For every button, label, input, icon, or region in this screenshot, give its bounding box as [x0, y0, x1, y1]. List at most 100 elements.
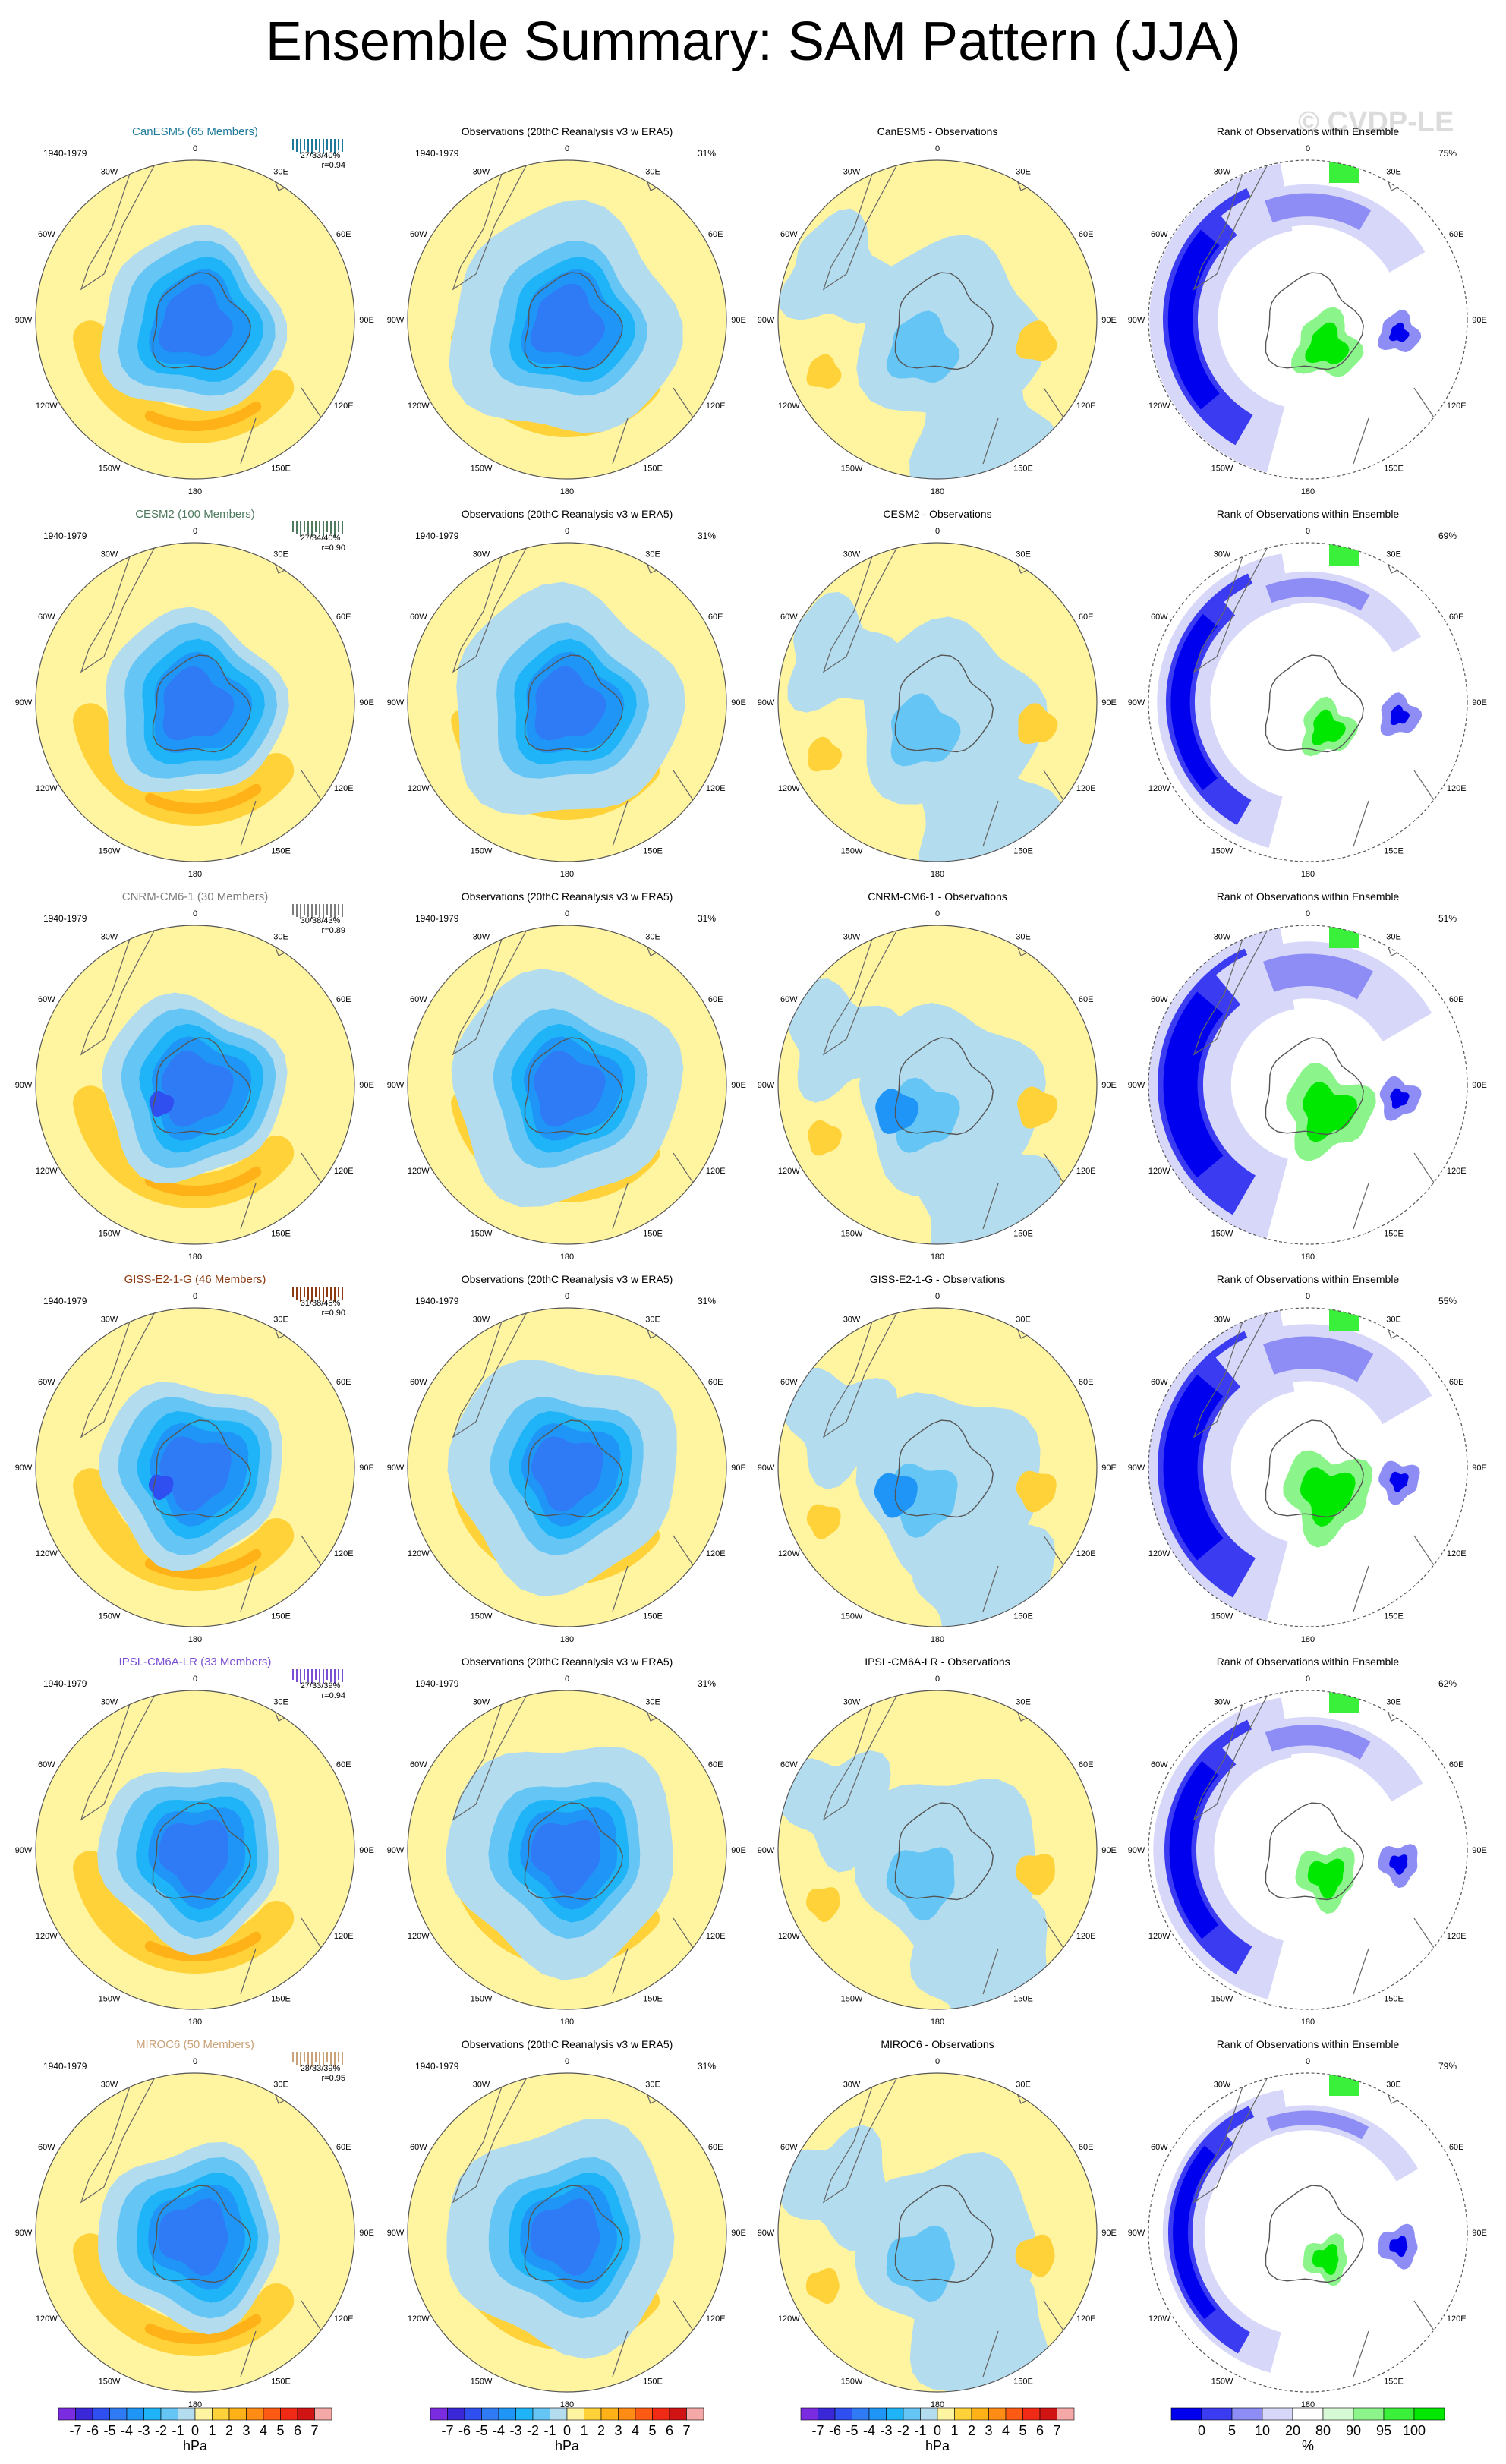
rank-pct: 69%: [1438, 531, 1457, 541]
panel-difference: CanESM5 - Observations 0 30E 60E 90E 120E 150E…: [758, 125, 1117, 496]
row-miroc6: MIROC6 (50 Members) 1940-1979 28/33/39%r=0…: [15, 2038, 1487, 2409]
lon-label: 180: [560, 2018, 574, 2027]
variance-stats: 31/38/45%: [301, 1299, 341, 1308]
lon-label: 90W: [15, 1846, 33, 1855]
lon-label: 30W: [473, 1315, 490, 1324]
lon-label: 150E: [1013, 1995, 1033, 2004]
colorbar-swatch: [988, 2407, 1007, 2421]
lon-label: 60W: [1151, 1760, 1168, 1769]
lon-label: 90E: [731, 1464, 746, 1473]
lon-label: 150E: [643, 847, 663, 856]
colorbar-label: 7: [682, 2423, 690, 2438]
lon-label: 120W: [408, 1167, 430, 1176]
variance-stats: 27/34/40%: [301, 534, 341, 543]
colorbar-label: -2: [527, 2423, 539, 2438]
lon-label: 150W: [471, 1230, 493, 1239]
lon-label: 90W: [387, 316, 405, 325]
obs-title: Observations (20thC Reanalysis v3 w ERA5…: [462, 2038, 673, 2050]
colorbar-swatch: [566, 2407, 584, 2421]
colorbar-units: hPa: [555, 2438, 580, 2453]
lon-label: 60E: [336, 613, 351, 622]
colorbar-label: -3: [509, 2423, 521, 2438]
rank-title: Rank of Observations within Ensemble: [1217, 1656, 1400, 1668]
panel-model: CNRM-CM6-1 (30 Members) 1940-1979 30/38/43…: [15, 890, 374, 1262]
lon-label: 60E: [1449, 1378, 1464, 1387]
obs-title: Observations (20thC Reanalysis v3 w ERA5…: [462, 1273, 673, 1285]
colorbar-swatch: [550, 2407, 568, 2421]
colorbar-swatch: [246, 2407, 264, 2421]
colorbar-label: 2: [597, 2423, 605, 2438]
lon-label: 30W: [843, 167, 861, 176]
lon-label: 30W: [1214, 550, 1231, 559]
variance-stats: 30/38/43%: [301, 916, 341, 925]
colorbar-swatch: [1353, 2407, 1385, 2421]
map-border: [777, 1307, 1098, 1627]
lon-label: 30E: [1386, 1697, 1401, 1706]
colorbar-swatch: [1039, 2407, 1057, 2421]
lon-label: 90E: [1101, 698, 1117, 707]
colorbar-label: 3: [614, 2423, 622, 2438]
pattern-correlation: r=0.94: [322, 161, 346, 170]
obs-pct: 31%: [698, 531, 716, 541]
lon-label: 30W: [101, 550, 118, 559]
lon-label: 180: [560, 2400, 574, 2409]
colorbar-swatch: [971, 2407, 989, 2421]
lon-label: 120E: [334, 1932, 354, 1941]
map-border: [777, 542, 1098, 862]
obs-pct: 31%: [698, 913, 716, 924]
lon-label: 90E: [1101, 1846, 1117, 1855]
lon-label: 180: [931, 1635, 944, 1644]
lon-label: 120E: [334, 402, 354, 411]
lon-label: 120W: [408, 1932, 430, 1941]
lon-label: 90W: [15, 698, 33, 707]
lon-label: 150W: [1211, 847, 1233, 856]
colorbar-label: 0: [934, 2423, 941, 2438]
lon-label: 120E: [334, 784, 354, 793]
colorbar-swatch: [584, 2407, 602, 2421]
lon-label: 180: [931, 1252, 944, 1262]
colorbar-swatch: [212, 2407, 230, 2421]
lon-label: 60E: [336, 1378, 351, 1387]
colorbar-label: 5: [1019, 2423, 1026, 2438]
colorbar-swatch: [852, 2407, 870, 2421]
lon-label: 30E: [645, 550, 660, 559]
lon-label: 90W: [758, 1081, 775, 1090]
lon-label: 150E: [1384, 847, 1404, 856]
lon-label: 150W: [99, 1612, 121, 1621]
lon-label: 30E: [645, 932, 660, 941]
colorbar-label: -4: [863, 2423, 875, 2438]
rank-title: Rank of Observations within Ensemble: [1217, 890, 1400, 903]
lon-label: 150W: [841, 1995, 863, 2004]
panel-difference: IPSL-CM6A-LR - Observations 0 30E 60E 90E 120…: [758, 1656, 1117, 2027]
colorbar-label: -1: [172, 2423, 184, 2438]
lon-label: 150E: [643, 1612, 663, 1621]
rank-pct: 62%: [1438, 1678, 1457, 1689]
colorbar-label: 20: [1285, 2423, 1300, 2438]
lon-label: 60E: [1449, 995, 1464, 1004]
lon-label: 150E: [1384, 1230, 1404, 1239]
panel-observations: Observations (20thC Reanalysis v3 w ERA5…: [387, 508, 746, 879]
lon-label: 180: [931, 2400, 944, 2409]
lon-label: 30W: [1214, 1315, 1231, 1324]
lon-label: 30W: [843, 932, 861, 941]
lon-label: 180: [1301, 2018, 1315, 2027]
lon-label: 180: [188, 1635, 202, 1644]
lon-label: 150W: [1211, 1995, 1233, 2004]
lon-label: 90E: [1101, 2229, 1117, 2238]
lon-label: 30E: [273, 167, 288, 176]
colorbar-swatch: [1201, 2407, 1233, 2421]
period-label: 1940-1979: [43, 531, 87, 541]
colorbar-units: hPa: [183, 2438, 208, 2453]
lon-label: 120E: [1447, 1932, 1467, 1941]
lon-label: 180: [1301, 2400, 1315, 2409]
lon-label: 120W: [36, 1549, 58, 1558]
lon-label: 60E: [1449, 230, 1464, 239]
lon-label: 120E: [1076, 1549, 1096, 1558]
colorbar-label: 6: [666, 2423, 673, 2438]
colorbar-label: 2: [225, 2423, 233, 2438]
lon-label: 30W: [1214, 167, 1231, 176]
lon-label: 120W: [408, 1549, 430, 1558]
colorbar-swatch: [920, 2407, 938, 2421]
lon-label: 180: [931, 487, 944, 496]
colorbar-swatch: [1231, 2407, 1263, 2421]
